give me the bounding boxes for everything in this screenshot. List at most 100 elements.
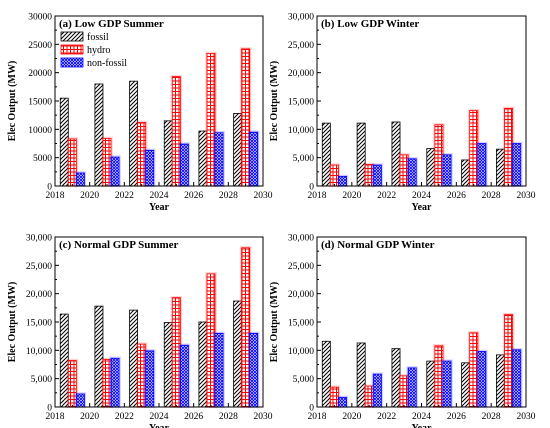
x-tick-label: 2028 xyxy=(482,191,501,201)
y-tick-label: 0 xyxy=(309,183,314,193)
y-tick-label: 5,000 xyxy=(31,375,53,385)
y-tick-label: 10,000 xyxy=(288,347,314,357)
y-tick-label: 30,000 xyxy=(288,234,314,244)
y-tick-label: 0 xyxy=(47,183,52,193)
x-tick-label: 2018 xyxy=(46,412,65,422)
bar-non-fossil-2027 xyxy=(477,351,487,408)
y-tick-label: 20,000 xyxy=(26,290,52,300)
x-tick-label: 2028 xyxy=(219,191,238,201)
panel-title: (b) Low GDP Winter xyxy=(321,18,419,30)
y-tick-label: 25,000 xyxy=(26,262,52,272)
y-tick-label: 30,000 xyxy=(26,234,52,244)
plot-frame xyxy=(316,236,527,408)
x-tick-label: 2020 xyxy=(342,191,361,201)
plot-frame xyxy=(316,15,527,187)
bar-non-fossil-2019 xyxy=(75,172,85,187)
x-tick-label: 2018 xyxy=(308,412,327,422)
x-tick-label: 2030 xyxy=(517,191,536,201)
bar-non-fossil-2019 xyxy=(338,396,347,408)
bar-non-fossil-2025 xyxy=(179,344,189,408)
legend-swatch-non-fossil xyxy=(60,57,84,68)
y-tick-label: 10000 xyxy=(28,126,52,136)
x-tick-label: 2024 xyxy=(150,191,169,201)
bar-non-fossil-2019 xyxy=(338,175,347,187)
y-tick-label: 0 xyxy=(309,404,314,414)
x-tick-label: 2030 xyxy=(254,191,273,201)
panel-title: (d) Normal GDP Winter xyxy=(321,239,435,251)
x-tick-label: 2026 xyxy=(184,191,203,201)
x-tick-label: 2026 xyxy=(447,412,466,422)
y-tick-label: 20000 xyxy=(28,69,52,79)
x-axis-label: Year xyxy=(412,423,433,428)
bar-non-fossil-2023 xyxy=(145,149,155,187)
x-tick-label: 2022 xyxy=(377,412,396,422)
y-tick-label: 10,000 xyxy=(288,126,314,136)
bar-non-fossil-2029 xyxy=(512,143,522,187)
y-axis-label: Elec Output (MW) xyxy=(7,282,18,363)
bar-non-fossil-2027 xyxy=(214,132,224,187)
y-tick-label: 15000 xyxy=(28,98,52,108)
bar-non-fossil-2025 xyxy=(442,360,452,408)
legend-label-hydro: hydro xyxy=(87,45,110,56)
y-tick-label: 20,000 xyxy=(288,69,314,79)
bar-non-fossil-2023 xyxy=(407,158,417,187)
x-tick-label: 2020 xyxy=(80,191,99,201)
x-axis-label: Year xyxy=(149,202,170,213)
legend: fossil hydro non-fossil xyxy=(60,31,127,69)
panel-title: (a) Low GDP Summer xyxy=(59,18,164,30)
x-tick-label: 2030 xyxy=(254,412,273,422)
y-tick-label: 0 xyxy=(47,404,52,414)
chart-panel-0: 0 5000 10000 15000 20000 25000 30000 2018 2020 20… xyxy=(7,13,273,214)
y-tick-label: 10,000 xyxy=(26,347,52,357)
bar-non-fossil-2025 xyxy=(442,154,452,187)
bar-non-fossil-2027 xyxy=(477,143,487,187)
bar-non-fossil-2021 xyxy=(372,373,382,408)
chart-panel-1: 0 5,000 10,000 15,000 20,000 25,000 30,000 2018… xyxy=(269,13,536,214)
y-axis-label: Elec Output (MW) xyxy=(7,61,18,142)
x-tick-label: 2018 xyxy=(46,191,65,201)
legend-label-non-fossil: non-fossil xyxy=(87,58,127,69)
y-tick-label: 15,000 xyxy=(288,98,314,108)
x-tick-label: 2030 xyxy=(517,412,536,422)
legend-label-fossil: fossil xyxy=(87,32,109,43)
y-tick-label: 5000 xyxy=(33,154,52,164)
chart-panel-2: 0 5,000 10,000 15,000 20,000 25,000 30,000 2018… xyxy=(7,234,273,428)
x-tick-label: 2028 xyxy=(219,412,238,422)
x-axis-label: Year xyxy=(412,202,433,213)
y-tick-label: 15,000 xyxy=(288,319,314,329)
plot-frame xyxy=(54,236,264,408)
x-tick-label: 2022 xyxy=(115,191,134,201)
y-tick-label: 25,000 xyxy=(288,41,314,51)
x-tick-label: 2022 xyxy=(377,191,396,201)
bar-non-fossil-2021 xyxy=(110,357,120,408)
bar-non-fossil-2019 xyxy=(75,393,85,408)
bar-non-fossil-2021 xyxy=(372,164,382,187)
bar-non-fossil-2029 xyxy=(249,131,259,187)
y-tick-label: 5,000 xyxy=(293,154,315,164)
bar-non-fossil-2027 xyxy=(214,332,224,408)
x-tick-label: 2018 xyxy=(308,191,327,201)
x-tick-label: 2026 xyxy=(184,412,203,422)
bar-non-fossil-2023 xyxy=(407,367,417,408)
bar-non-fossil-2023 xyxy=(145,350,155,408)
x-tick-label: 2022 xyxy=(115,412,134,422)
y-axis-label: Elec Output (MW) xyxy=(269,61,280,142)
x-tick-label: 2024 xyxy=(412,191,431,201)
legend-swatch-fossil xyxy=(60,31,84,42)
bar-non-fossil-2029 xyxy=(249,332,259,408)
y-axis-label: Elec Output (MW) xyxy=(269,282,280,363)
x-tick-label: 2020 xyxy=(342,412,361,422)
y-tick-label: 20,000 xyxy=(288,290,314,300)
x-tick-label: 2024 xyxy=(150,412,169,422)
bar-non-fossil-2021 xyxy=(110,156,120,187)
legend-swatch-hydro xyxy=(60,44,84,55)
x-tick-label: 2026 xyxy=(447,191,466,201)
bar-non-fossil-2025 xyxy=(179,143,189,187)
y-tick-label: 25,000 xyxy=(288,262,314,272)
chart-panel-3: 0 5,000 10,000 15,000 20,000 25,000 30,000 2018… xyxy=(269,234,536,428)
y-tick-label: 30000 xyxy=(28,13,52,23)
x-tick-label: 2028 xyxy=(482,412,501,422)
x-axis-label: Year xyxy=(149,423,170,428)
y-tick-label: 15,000 xyxy=(26,319,52,329)
